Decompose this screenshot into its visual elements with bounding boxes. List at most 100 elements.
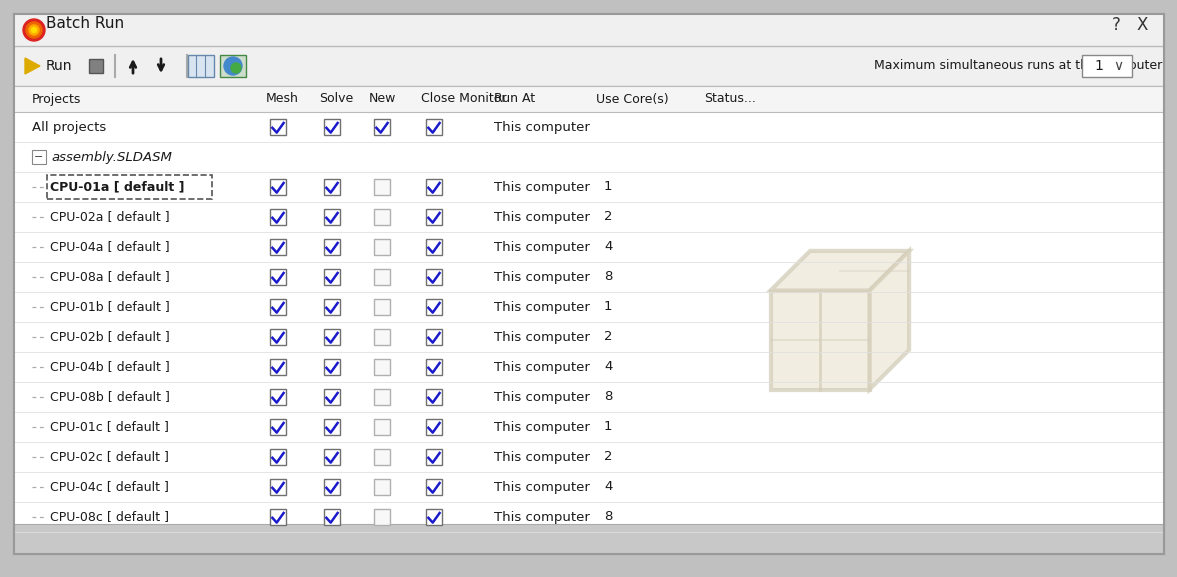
Bar	[324, 299, 340, 315]
Text: Close Monitor: Close Monitor	[421, 92, 506, 106]
Text: Projects: Projects	[32, 92, 81, 106]
Bar	[324, 509, 340, 525]
Bar	[426, 329, 443, 345]
Text: 2: 2	[604, 211, 612, 223]
Bar	[374, 299, 390, 315]
Bar	[270, 239, 286, 255]
Circle shape	[24, 19, 45, 41]
Text: 1: 1	[604, 181, 612, 193]
Bar	[426, 389, 443, 405]
Bar	[324, 419, 340, 435]
Bar	[426, 239, 443, 255]
Circle shape	[29, 25, 39, 35]
Bar	[374, 179, 390, 195]
Bar	[426, 509, 443, 525]
Bar	[426, 209, 443, 225]
Text: 1: 1	[604, 301, 612, 313]
Bar	[14, 524, 1164, 554]
Bar	[89, 59, 104, 73]
Bar	[426, 269, 443, 285]
Text: 4: 4	[604, 481, 612, 493]
Text: This computer: This computer	[494, 271, 590, 283]
Bar	[324, 209, 340, 225]
Polygon shape	[25, 58, 40, 74]
Circle shape	[224, 57, 242, 75]
Bar	[324, 329, 340, 345]
Bar	[188, 55, 214, 77]
Text: Run: Run	[46, 59, 73, 73]
Text: CPU-02a [ default ]: CPU-02a [ default ]	[49, 211, 169, 223]
Text: CPU-04c [ default ]: CPU-04c [ default ]	[49, 481, 168, 493]
Bar	[270, 209, 286, 225]
Bar	[324, 479, 340, 495]
Text: Maximum simultaneous runs at this computer:: Maximum simultaneous runs at this comput…	[875, 59, 1166, 73]
Text: All projects: All projects	[32, 121, 106, 133]
Circle shape	[231, 63, 241, 73]
Bar	[270, 419, 286, 435]
Text: CPU-08a [ default ]: CPU-08a [ default ]	[49, 271, 169, 283]
Bar	[426, 299, 443, 315]
Text: 4: 4	[604, 241, 612, 253]
Text: CPU-01b [ default ]: CPU-01b [ default ]	[49, 301, 169, 313]
Text: assembly.SLDASM: assembly.SLDASM	[51, 151, 172, 163]
Bar	[426, 419, 443, 435]
Text: CPU-08c [ default ]: CPU-08c [ default ]	[49, 511, 169, 523]
Text: CPU-08b [ default ]: CPU-08b [ default ]	[49, 391, 169, 403]
Bar	[374, 209, 390, 225]
Text: This computer: This computer	[494, 511, 590, 523]
Bar	[324, 179, 340, 195]
Bar	[426, 359, 443, 375]
Text: 8: 8	[604, 271, 612, 283]
Bar	[324, 119, 340, 135]
Bar	[374, 389, 390, 405]
Bar	[374, 449, 390, 465]
Text: −: −	[34, 152, 44, 162]
Text: CPU-01a [ default ]: CPU-01a [ default ]	[49, 181, 185, 193]
Text: This computer: This computer	[494, 481, 590, 493]
Bar	[270, 449, 286, 465]
Bar	[374, 479, 390, 495]
Text: Use Core(s): Use Core(s)	[596, 92, 669, 106]
Text: Solve: Solve	[319, 92, 353, 106]
Text: This computer: This computer	[494, 331, 590, 343]
Bar	[426, 119, 443, 135]
Text: 2: 2	[604, 331, 612, 343]
Text: 4: 4	[604, 361, 612, 373]
Bar	[324, 239, 340, 255]
Text: This computer: This computer	[494, 421, 590, 433]
Text: CPU-04a [ default ]: CPU-04a [ default ]	[49, 241, 169, 253]
Text: This computer: This computer	[494, 121, 590, 133]
Text: 1: 1	[604, 421, 612, 433]
Text: 8: 8	[604, 511, 612, 523]
Bar	[270, 479, 286, 495]
Bar	[374, 329, 390, 345]
Text: Status...: Status...	[704, 92, 756, 106]
Bar	[270, 389, 286, 405]
Bar	[374, 239, 390, 255]
Text: New: New	[370, 92, 397, 106]
Text: 8: 8	[604, 391, 612, 403]
Text: CPU-04b [ default ]: CPU-04b [ default ]	[49, 361, 169, 373]
Text: CPU-01c [ default ]: CPU-01c [ default ]	[49, 421, 168, 433]
Bar	[374, 509, 390, 525]
Text: Batch Run: Batch Run	[46, 16, 124, 31]
Bar	[374, 419, 390, 435]
Text: ∨: ∨	[1113, 59, 1123, 73]
Text: This computer: This computer	[494, 301, 590, 313]
Bar	[270, 359, 286, 375]
Bar	[324, 359, 340, 375]
Bar	[14, 86, 1164, 524]
Bar	[14, 46, 1164, 86]
Text: CPU-02c [ default ]: CPU-02c [ default ]	[49, 451, 168, 463]
Bar	[270, 269, 286, 285]
Bar	[426, 479, 443, 495]
Bar	[270, 119, 286, 135]
Text: 2: 2	[604, 451, 612, 463]
Text: This computer: This computer	[494, 181, 590, 193]
Text: This computer: This computer	[494, 241, 590, 253]
Bar	[1082, 55, 1132, 77]
Text: CPU-02b [ default ]: CPU-02b [ default ]	[49, 331, 169, 343]
Bar	[426, 179, 443, 195]
Circle shape	[26, 22, 42, 38]
Text: This computer: This computer	[494, 451, 590, 463]
